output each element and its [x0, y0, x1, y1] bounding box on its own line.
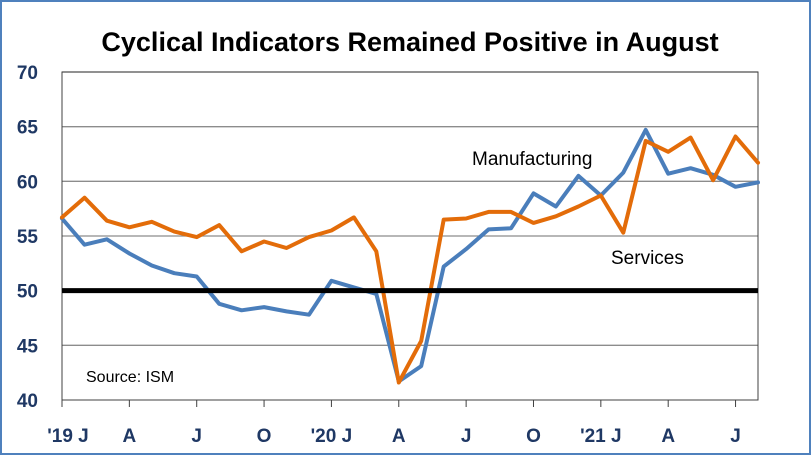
y-tick-label-65: 65: [17, 118, 39, 139]
chart-title: Cyclical Indicators Remained Positive in…: [101, 27, 718, 57]
y-tick-label-45: 45: [17, 336, 39, 357]
series-label-manufacturing: Manufacturing: [472, 149, 592, 170]
x-axis-ticks: '19 J A J O '20 J A J O '21 J A J: [47, 426, 741, 447]
x-tick-label: A: [122, 426, 136, 447]
y-tick-label-40: 40: [17, 391, 38, 412]
x-tick-label: A: [661, 426, 675, 447]
source-note: Source: ISM: [86, 369, 174, 386]
x-tick-label: '21 J: [580, 426, 622, 447]
y-tick-label-70: 70: [17, 63, 38, 84]
y-tick-label-50: 50: [17, 282, 38, 303]
series-lines: [60, 127, 760, 385]
x-tick-label: O: [257, 426, 272, 447]
x-tick-label: O: [526, 426, 541, 447]
x-tick-label: '19 J: [47, 426, 89, 447]
y-tick-label-55: 55: [17, 227, 39, 248]
gridlines: [61, 71, 759, 407]
x-tick-label: '20 J: [311, 426, 353, 447]
series-line-manufacturing: [60, 127, 760, 384]
y-axis-ticks: 40 45 50 55 60 65 70: [17, 63, 39, 412]
x-tick-label: J: [730, 426, 741, 447]
series-label-services: Services: [611, 248, 684, 269]
x-tick-label: A: [392, 426, 406, 447]
x-tick-label: J: [461, 426, 472, 447]
y-tick-label-60: 60: [17, 172, 38, 193]
plot-area-border: [61, 71, 759, 401]
x-tick-label: J: [191, 426, 202, 447]
series-line-services: [60, 134, 760, 385]
